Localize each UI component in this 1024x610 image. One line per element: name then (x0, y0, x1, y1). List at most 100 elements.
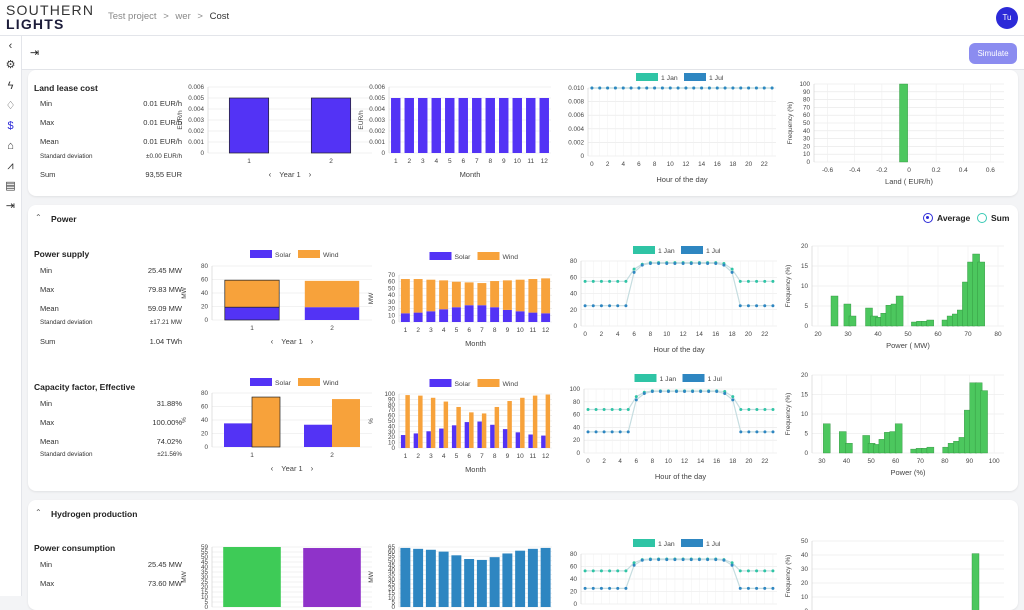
collapse-icon[interactable]: ⇥ (5, 200, 16, 212)
data-point (699, 390, 703, 394)
dollar-icon[interactable]: $ (7, 120, 14, 132)
data-point (771, 304, 775, 308)
legend-swatch (634, 374, 657, 382)
data-point (586, 407, 590, 411)
x-axis-label: Month (465, 339, 486, 348)
x-tick-label: 4 (618, 458, 622, 465)
stat-label: Mean (40, 304, 59, 313)
breadcrumb-scenario[interactable]: wer (175, 11, 191, 22)
y-tick-label: 0.005 (188, 95, 204, 102)
x-tick-label: 1 (250, 325, 254, 332)
legend-label: 1 Jan (658, 248, 675, 255)
y-tick-label: 20 (801, 580, 809, 587)
y-tick-label: 35 (388, 572, 396, 579)
histogram-bar (848, 315, 857, 327)
y-tick-label: 10 (801, 283, 809, 290)
logo-line2: LIGHTS (6, 16, 65, 32)
data-point (618, 407, 622, 411)
data-point (730, 267, 734, 271)
land-lease-title: Land lease cost (34, 83, 98, 93)
data-point (723, 391, 727, 395)
bar-solar (528, 312, 538, 322)
avatar[interactable]: Tu (996, 7, 1018, 29)
x-tick-label: 6 (632, 331, 636, 338)
y-tick-label: 90 (388, 396, 396, 403)
bar (223, 547, 281, 607)
data-point (634, 395, 638, 399)
data-point (731, 395, 735, 399)
y-tick-label: 25 (388, 581, 396, 588)
data-point (755, 279, 759, 283)
data-point (755, 304, 759, 308)
y-tick-label: 10 (803, 151, 811, 158)
document-icon[interactable]: ▤ (5, 180, 16, 192)
expand-panel-icon[interactable]: ⇥ (30, 47, 40, 59)
building-icon[interactable]: ⌂ (7, 140, 14, 152)
data-point (700, 86, 704, 90)
chart-icon[interactable]: ⩘ (7, 160, 14, 172)
bar-solar (304, 307, 360, 320)
breadcrumb-separator: > (163, 11, 169, 22)
breadcrumb: Test project > wer > Cost (108, 11, 233, 22)
bar-wind (451, 281, 461, 308)
bar-solar (304, 424, 332, 447)
x-tick-label: 8 (651, 458, 655, 465)
bar (472, 98, 482, 153)
stat-value: 0.01 EUR/h (143, 99, 182, 108)
y-tick-label: 50 (803, 120, 811, 127)
stat-label: Sum (40, 170, 56, 179)
breadcrumb-project[interactable]: Test project (108, 11, 157, 22)
bar-solar (464, 305, 474, 322)
collapse-section-icon[interactable]: ⌃ (35, 508, 42, 517)
legend-swatch (429, 252, 452, 260)
data-point (770, 86, 774, 90)
y-tick-label: 0.002 (188, 128, 204, 135)
y-tick-label: 40 (201, 417, 209, 424)
bolt-icon[interactable]: ϟ (7, 80, 14, 92)
data-point (762, 86, 766, 90)
x-tick-label: 0.6 (986, 167, 995, 174)
chevron-left-icon[interactable]: ‹ (8, 40, 13, 52)
data-point (594, 407, 598, 411)
data-point (632, 561, 636, 565)
y-tick-label: 55 (201, 549, 209, 556)
x-tick-label: 6 (467, 327, 471, 334)
bar-solar (224, 306, 280, 321)
bar (489, 557, 500, 607)
bar (499, 98, 509, 153)
y-tick-label: 50 (801, 538, 809, 545)
y-tick-label: 40 (573, 424, 581, 431)
x-tick-label: 2 (416, 327, 420, 334)
collapse-section-icon[interactable]: ⌃ (35, 213, 42, 222)
bar (413, 548, 424, 607)
radio-average[interactable]: Average (923, 213, 970, 223)
bar-solar (426, 431, 431, 448)
bar-wind (426, 279, 436, 312)
settings-icon[interactable]: ⚙ (5, 59, 16, 71)
x-tick-label: 16 (714, 161, 722, 168)
radio-sum[interactable]: Sum (977, 213, 1009, 223)
x-tick-label: 2 (330, 452, 334, 459)
y-tick-label: 40 (570, 291, 578, 298)
x-axis-label: Month (460, 170, 481, 179)
series-line (585, 262, 773, 307)
bar-solar (502, 309, 512, 322)
simulate-button[interactable]: Simulate (969, 43, 1017, 64)
data-point (608, 304, 612, 308)
data-point (730, 561, 734, 565)
histogram-bar (839, 431, 847, 454)
x-tick-label: 7 (475, 158, 479, 165)
data-point (591, 304, 595, 308)
y-tick-label: 0 (804, 450, 808, 457)
data-point (689, 558, 693, 562)
cf_hour-axes: 0 20 40 60 80 100 Hour of the day 0 2 4 6 8 10 12 14 16… (569, 386, 777, 481)
y-tick-label: 80 (201, 263, 209, 270)
stat-value: 0.01 EUR/h (143, 137, 182, 146)
bar-wind (507, 401, 512, 448)
data-point (637, 86, 641, 90)
logo[interactable]: SOUTHERN LIGHTS (6, 3, 94, 31)
droplet-icon[interactable]: ♢ (5, 100, 16, 112)
x-tick-label: 18 (729, 458, 737, 465)
y-tick-label: 0 (576, 450, 580, 457)
data-point (648, 261, 652, 265)
